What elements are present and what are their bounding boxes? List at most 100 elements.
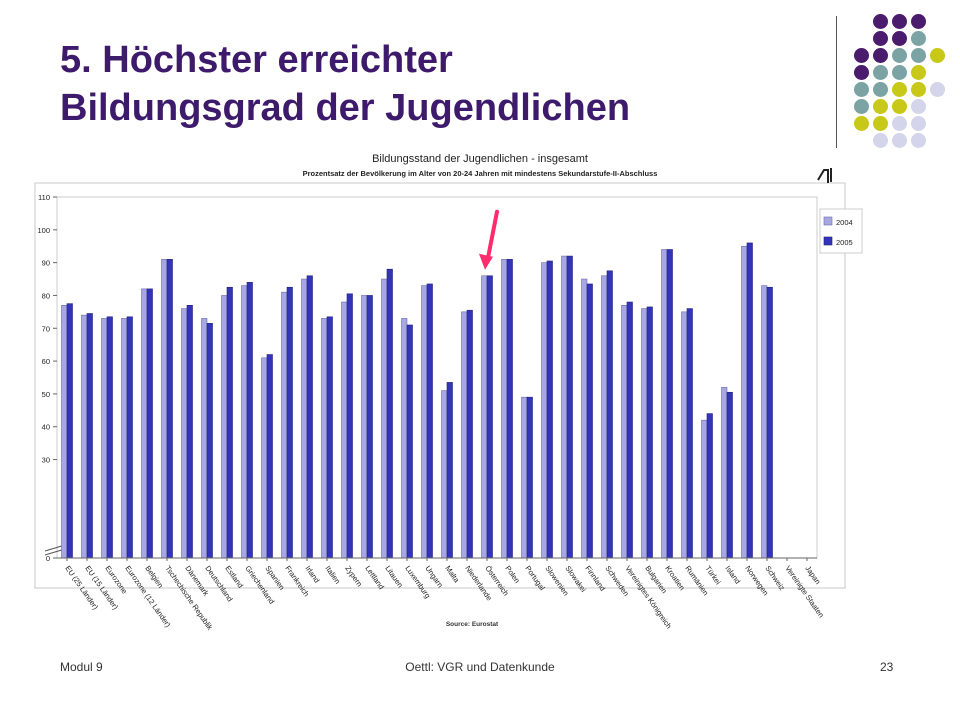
bar-2005 xyxy=(546,260,553,559)
chart-title: Bildungsstand der Jugendlichen - insgesa… xyxy=(372,153,588,165)
bar-2004 xyxy=(81,314,88,559)
bar-2004 xyxy=(201,318,208,559)
bar-2005 xyxy=(586,283,593,559)
bar-2005 xyxy=(86,313,93,559)
y-tick-label: 60 xyxy=(42,357,50,366)
y-tick-label: 0 xyxy=(46,554,50,563)
bar-2005 xyxy=(686,308,693,559)
decorative-dot xyxy=(911,31,926,46)
bar-2005 xyxy=(466,309,473,559)
y-tick-label: 80 xyxy=(42,291,50,300)
bar-2004 xyxy=(121,318,128,559)
decorative-dot xyxy=(911,82,926,97)
legend-label: 2005 xyxy=(836,238,853,247)
bar-2005 xyxy=(706,413,713,559)
y-tick-label: 90 xyxy=(42,259,50,268)
footer-module: Modul 9 xyxy=(60,660,103,674)
chart-tool-icon xyxy=(817,168,832,183)
decorative-dot xyxy=(892,116,907,131)
decorative-dot xyxy=(873,116,888,131)
bar-2004 xyxy=(281,291,288,559)
bar-2005 xyxy=(486,275,493,559)
decorative-dot xyxy=(911,116,926,131)
bar-2005 xyxy=(506,259,513,559)
bar-2004 xyxy=(621,304,628,559)
decorative-dot xyxy=(854,116,869,131)
bar-2005 xyxy=(726,391,733,559)
legend-box xyxy=(819,208,863,254)
decorative-dot xyxy=(873,65,888,80)
decorative-dot xyxy=(911,48,926,63)
bar-2004 xyxy=(681,311,688,559)
y-tick-label: 70 xyxy=(42,324,50,333)
bar-2005 xyxy=(426,283,433,559)
bar-2004 xyxy=(601,275,608,559)
decorative-dot xyxy=(930,82,945,97)
bar-2004 xyxy=(301,278,308,559)
bar-2004 xyxy=(481,275,488,559)
bar-2004 xyxy=(161,259,168,559)
bar-2004 xyxy=(441,390,448,559)
legend-swatch xyxy=(823,216,833,226)
decorative-dot xyxy=(911,65,926,80)
legend-label: 2004 xyxy=(836,218,853,227)
bar-2005 xyxy=(246,282,253,559)
slide-title: 5. Höchster erreichter Bildungsgrad der … xyxy=(60,36,780,132)
chart-source: Source: Eurostat xyxy=(446,621,499,628)
bar-2004 xyxy=(181,308,188,559)
decorative-dot xyxy=(873,31,888,46)
bar-2005 xyxy=(346,293,353,559)
bar-2004 xyxy=(701,419,708,559)
legend-swatch xyxy=(823,236,833,246)
bar-2004 xyxy=(661,249,668,559)
highlight-arrow-head xyxy=(479,253,493,270)
bar-2004 xyxy=(261,357,268,559)
bar-2005 xyxy=(306,275,313,559)
decorative-dot xyxy=(892,48,907,63)
bar-2004 xyxy=(221,295,228,559)
decorative-dot xyxy=(892,65,907,80)
bar-2005 xyxy=(66,303,73,559)
highlight-arrow-shaft xyxy=(486,209,499,260)
bar-2005 xyxy=(106,316,113,559)
footer-page-number: 23 xyxy=(880,660,894,674)
slide-title-line1: 5. Höchster erreichter xyxy=(60,39,453,81)
bar-2005 xyxy=(606,270,613,559)
decorative-dot xyxy=(911,99,926,114)
bar-2004 xyxy=(401,318,408,559)
decorative-dot xyxy=(911,14,926,29)
bar-2005 xyxy=(166,259,173,559)
bar-2004 xyxy=(61,304,68,559)
y-tick-label: 50 xyxy=(42,390,50,399)
decorative-dot xyxy=(873,14,888,29)
decorative-dot xyxy=(854,99,869,114)
y-tick-label: 30 xyxy=(42,456,50,465)
bar-2005 xyxy=(526,396,533,559)
bar-2004 xyxy=(321,318,328,559)
bar-2004 xyxy=(741,245,748,559)
bar-2005 xyxy=(266,354,273,559)
bar-2004 xyxy=(561,255,568,559)
decorative-dot-grid xyxy=(854,14,954,154)
bar-2004 xyxy=(541,262,548,559)
bar-2004 xyxy=(381,278,388,559)
bar-2005 xyxy=(566,255,573,559)
bar-2005 xyxy=(626,301,633,559)
bar-2004 xyxy=(721,387,728,559)
decorative-dot xyxy=(892,99,907,114)
y-tick-label: 110 xyxy=(38,193,50,202)
bar-2004 xyxy=(641,308,648,559)
y-tick-label: 100 xyxy=(37,226,50,235)
decorative-dot xyxy=(873,82,888,97)
bar-2005 xyxy=(386,268,393,559)
decorative-dot xyxy=(854,48,869,63)
bar-2005 xyxy=(206,323,213,559)
bar-2005 xyxy=(406,324,413,559)
decorative-dot xyxy=(873,99,888,114)
bar-2004 xyxy=(581,278,588,559)
decorative-dot xyxy=(873,133,888,148)
bar-2005 xyxy=(186,304,193,559)
footer-author: Oettl: VGR und Datenkunde xyxy=(405,660,555,674)
bar-2005 xyxy=(766,286,773,559)
